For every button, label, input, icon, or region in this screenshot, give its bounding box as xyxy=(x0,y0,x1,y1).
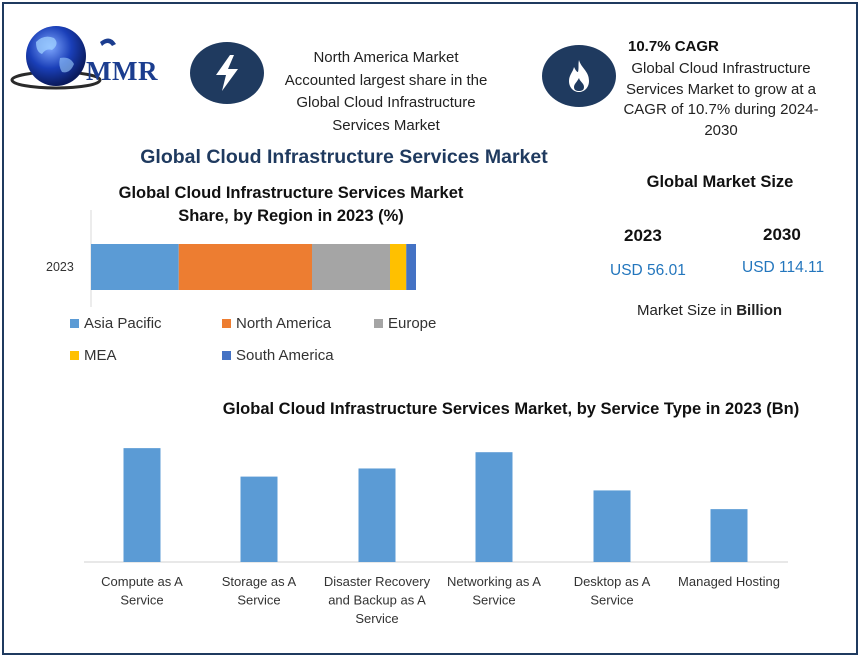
region-share-chart: 2023 Asia Pacific North America Europe MEA So… xyxy=(46,210,436,364)
legend-swatch xyxy=(374,319,383,328)
market-value-2023: USD 56.01 xyxy=(610,262,686,279)
logo-text: MMR xyxy=(86,56,158,86)
cagr-title: 10.7% CAGR xyxy=(628,38,719,55)
cagr-line: 2030 xyxy=(704,121,738,139)
unit-note-unit: Billion xyxy=(736,302,783,319)
cagr-info: Global Cloud Infrastructure Services Mar… xyxy=(616,59,826,141)
legend-swatch xyxy=(222,351,231,360)
market-value-2030: USD 114.11 xyxy=(742,259,825,276)
legend-label: MEA xyxy=(84,347,117,364)
service-type-chart: Compute as A Service Storage as A Service Di… xyxy=(84,448,788,626)
unit-note-prefix: Market Size in xyxy=(637,302,737,319)
legend-swatch xyxy=(222,319,231,328)
legend-swatch xyxy=(70,351,79,360)
mmr-logo: MMR xyxy=(10,22,170,102)
north-america-info: North America Market Accounted largest s… xyxy=(265,47,507,137)
globe-icon xyxy=(10,26,116,90)
service-bar xyxy=(710,509,748,562)
service-chart-title: Global Cloud Infrastructure Services Mar… xyxy=(222,400,800,418)
service-category-label: Disaster Recovery and Backup as A Service xyxy=(324,574,431,626)
service-category-label: Desktop as A Service xyxy=(574,574,651,608)
lightning-bolt-icon xyxy=(190,42,264,104)
info-line: Global Cloud Infrastructure xyxy=(296,94,476,111)
service-bar xyxy=(240,476,278,562)
region-segment xyxy=(312,244,390,290)
main-title: Global Cloud Infrastructure Services Mar… xyxy=(140,146,548,168)
cagr-line: Services Market to grow at a xyxy=(625,80,817,98)
region-segment xyxy=(406,244,416,290)
legend-label: South America xyxy=(236,347,334,364)
legend-label: Europe xyxy=(388,315,436,332)
legend-label: Asia Pacific xyxy=(84,315,162,332)
service-bar xyxy=(123,448,161,562)
region-chart-title-line: Global Cloud Infrastructure Services Mar… xyxy=(118,184,464,202)
region-category-label: 2023 xyxy=(46,260,74,274)
service-bar xyxy=(475,452,513,562)
year-2023-label: 2023 xyxy=(624,226,662,245)
info-line: North America Market xyxy=(313,49,459,66)
year-2030-label: 2030 xyxy=(763,225,801,244)
legend-label: North America xyxy=(236,315,332,332)
region-chart-title-line: Share, by Region in 2023 (%) xyxy=(178,207,404,225)
cagr-line: Global Cloud Infrastructure xyxy=(631,60,811,77)
service-category-label: Networking as A Service xyxy=(447,574,541,608)
info-line: Accounted largest share in the xyxy=(284,71,488,89)
region-segment xyxy=(178,244,312,290)
service-bar xyxy=(593,490,631,562)
service-bar xyxy=(358,468,396,562)
market-size-unit-note: Market Size in Billion xyxy=(637,302,782,319)
service-category-label: Managed Hosting xyxy=(678,574,780,589)
region-segment xyxy=(91,244,179,290)
market-size-title: Global Market Size xyxy=(646,173,794,191)
info-line: Services Market xyxy=(332,116,440,134)
flame-icon xyxy=(542,45,616,107)
frame-border xyxy=(2,2,858,655)
region-chart-title: Global Cloud Infrastructure Services Mar… xyxy=(96,182,486,228)
legend-swatch xyxy=(70,319,79,328)
service-category-label: Compute as A Service xyxy=(101,574,183,608)
cagr-line: CAGR of 10.7% during 2024- xyxy=(623,101,819,118)
service-category-label: Storage as A Service xyxy=(222,574,297,608)
region-segment xyxy=(390,244,407,290)
